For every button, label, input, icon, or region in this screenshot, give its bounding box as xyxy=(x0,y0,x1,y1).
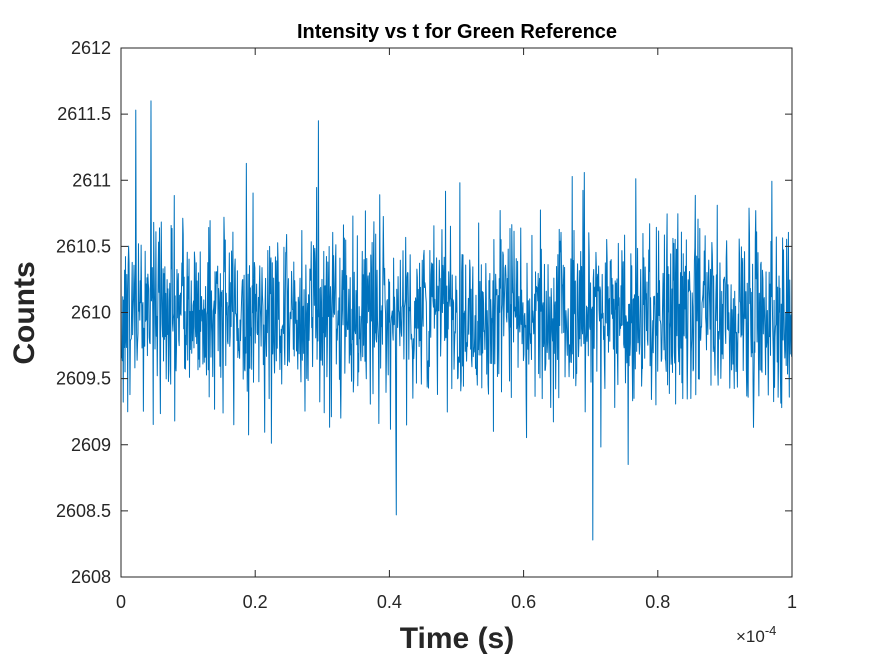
x-tick-label: 0.6 xyxy=(511,592,536,612)
x-tick-label: 0.2 xyxy=(243,592,268,612)
y-tick-label: 2611.5 xyxy=(57,104,111,124)
y-tick-label: 2608.5 xyxy=(56,501,111,521)
y-tick-label: 2612 xyxy=(71,38,111,58)
y-tick-label: 2611 xyxy=(72,170,111,190)
y-tick-label: 2610 xyxy=(71,303,111,323)
x-tick-label: 0.8 xyxy=(645,592,670,612)
x-axis-exponent-label: ×10-4 xyxy=(736,623,776,646)
y-tick-label: 2609.5 xyxy=(56,369,111,389)
y-axis-label: Counts xyxy=(8,261,41,364)
chart-title: Intensity vs t for Green Reference xyxy=(297,21,617,43)
series-line xyxy=(120,100,793,541)
x-axis-exponent-power: -4 xyxy=(765,623,777,638)
axes-layer: 0 0.2 0.4 0.6 0.8 1 2608 2608.5 2609 2609.5 2610 26… xyxy=(56,38,797,612)
y-tick-label: 2610.5 xyxy=(56,236,111,256)
y-tick-label: 2608 xyxy=(71,567,111,587)
series-layer xyxy=(120,100,793,541)
y-tick-label: 2609 xyxy=(71,435,111,455)
x-axis-label: Time (s) xyxy=(400,622,514,655)
x-tick-label: 0.4 xyxy=(377,592,402,612)
x-tick-label: 0 xyxy=(116,592,126,612)
x-tick-label: 1 xyxy=(787,592,797,612)
x-axis-exponent-base: ×10 xyxy=(736,627,765,646)
